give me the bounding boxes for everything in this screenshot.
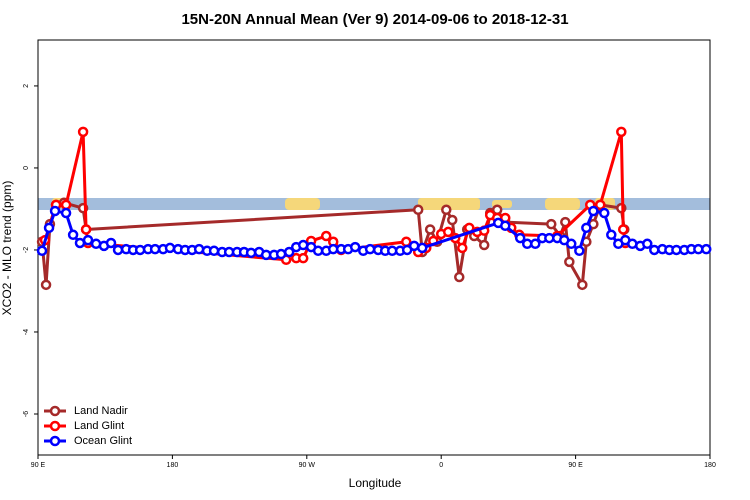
data-point xyxy=(577,279,588,291)
legend-marker xyxy=(49,420,61,432)
y-tick-label: -4 xyxy=(23,329,30,335)
data-point xyxy=(60,199,72,211)
data-point xyxy=(40,279,52,291)
data-point xyxy=(514,232,526,244)
series xyxy=(36,205,712,261)
x-tick-label: 180 xyxy=(167,462,179,469)
data-point xyxy=(401,236,412,248)
data-point xyxy=(521,238,533,250)
data-point xyxy=(701,243,712,255)
data-point xyxy=(564,256,575,268)
data-point xyxy=(312,245,324,257)
data-point xyxy=(616,126,627,138)
data-point xyxy=(574,245,585,257)
data-point xyxy=(77,126,89,138)
data-point xyxy=(297,252,309,264)
data-point xyxy=(581,222,592,234)
data-point xyxy=(36,245,48,257)
y-axis-label: XCO2 - MLO trend (ppm) xyxy=(0,181,14,316)
data-point xyxy=(447,214,458,226)
legend-label: Land Nadir xyxy=(74,405,128,417)
data-point xyxy=(149,243,161,255)
data-point xyxy=(60,207,72,219)
data-point xyxy=(349,241,361,253)
data-point xyxy=(67,229,79,241)
data-point xyxy=(412,204,424,216)
data-point xyxy=(606,229,617,241)
data-point xyxy=(457,242,468,254)
data-point xyxy=(588,205,599,217)
map-band xyxy=(38,198,710,210)
x-tick-label: 0 xyxy=(439,462,443,469)
data-point xyxy=(105,237,117,249)
data-point xyxy=(49,205,61,217)
data-point xyxy=(599,207,610,219)
data-point xyxy=(80,224,92,235)
land-patch xyxy=(285,198,320,210)
data-point xyxy=(275,248,287,260)
y-tick-label: -2 xyxy=(23,247,30,253)
legend-label: Land Glint xyxy=(74,420,124,432)
data-point xyxy=(112,244,124,256)
y-tick-label: 0 xyxy=(23,166,30,170)
data-point xyxy=(320,230,332,242)
data-point xyxy=(478,239,490,251)
x-tick-label: 90 E xyxy=(31,462,46,469)
data-point xyxy=(43,222,55,234)
data-point xyxy=(594,199,606,211)
data-point xyxy=(364,243,376,255)
data-point xyxy=(649,244,660,256)
data-point xyxy=(208,245,220,257)
data-point xyxy=(560,216,571,228)
data-point xyxy=(424,224,436,235)
x-axis-label: Longitude xyxy=(349,476,402,490)
data-point xyxy=(164,242,176,254)
series xyxy=(39,126,631,266)
data-point xyxy=(617,224,629,235)
x-tick-label: 180 xyxy=(704,462,716,469)
data-point xyxy=(454,271,465,283)
legend-label: Ocean Glint xyxy=(74,435,132,447)
chart-title: 15N-20N Annual Mean (Ver 9) 2014-09-06 t… xyxy=(181,11,568,28)
data-point xyxy=(416,242,428,254)
land-patch xyxy=(545,198,580,210)
data-point xyxy=(441,204,452,216)
legend: Land Nadir Land Glint Ocean Glint xyxy=(44,405,132,447)
data-point xyxy=(546,218,557,230)
data-point xyxy=(442,226,454,238)
data-point xyxy=(566,238,577,250)
data-point xyxy=(500,220,511,232)
data-point xyxy=(82,234,94,246)
x-tick-label: 90 W xyxy=(299,462,316,469)
ocean-band xyxy=(38,198,710,210)
data-point xyxy=(74,237,86,249)
data-point xyxy=(408,240,420,252)
data-point xyxy=(642,238,653,250)
y-tick-label: -6 xyxy=(23,411,30,417)
data-point xyxy=(530,238,541,250)
data-point xyxy=(283,246,295,258)
data-point xyxy=(245,247,257,259)
legend-marker xyxy=(49,405,61,417)
legend-marker xyxy=(49,435,61,447)
land-patch xyxy=(418,198,480,210)
y-tick-label: 2 xyxy=(23,84,30,88)
x-tick-label: 90 E xyxy=(568,462,583,469)
